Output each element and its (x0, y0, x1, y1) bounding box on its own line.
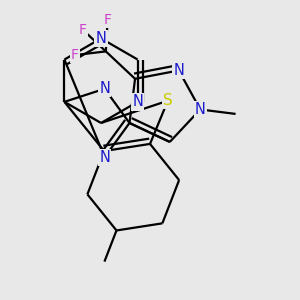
Text: N: N (132, 94, 143, 109)
Text: N: N (96, 31, 106, 46)
Text: F: F (103, 13, 112, 27)
Text: N: N (99, 150, 110, 165)
Text: S: S (163, 93, 173, 108)
Text: N: N (195, 102, 206, 117)
Text: N: N (173, 63, 184, 78)
Text: N: N (99, 81, 110, 96)
Text: F: F (79, 23, 87, 37)
Text: F: F (71, 48, 79, 62)
